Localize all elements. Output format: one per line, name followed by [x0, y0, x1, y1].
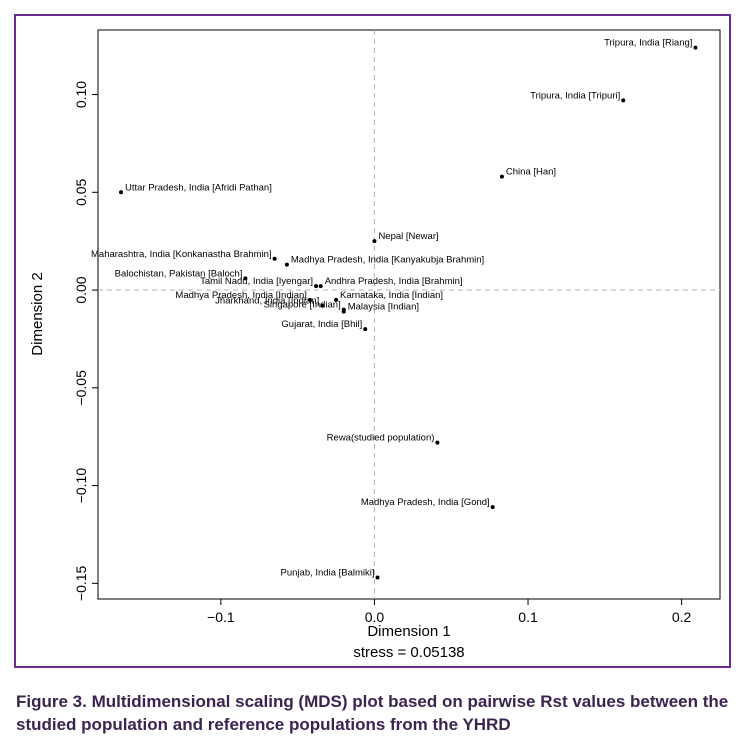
data-point [334, 297, 339, 302]
reference-lines [98, 30, 720, 599]
y-axis-title: Dimension 2 [29, 272, 46, 355]
y-tick-label: 0.10 [73, 81, 89, 108]
data-points: Tripura, India [Riang] Tripura, India [Tr… [91, 38, 698, 580]
y-tick-label: 0.05 [73, 178, 89, 205]
data-point [363, 327, 368, 332]
point-label: Tripura, India [Tripuri] [530, 90, 620, 101]
point-label: Balochistan, Pakistan [Baloch] [115, 268, 243, 279]
point-label: Tamil Nadu, India [Iyengar] [200, 276, 313, 287]
point-label: Rewa(studied population) [327, 433, 435, 444]
y-tick-label: −0.10 [73, 468, 89, 504]
point-label: Karnataka, India [Indian] [340, 290, 443, 301]
x-tick-label: 0.2 [672, 609, 692, 625]
plot-area-border [97, 29, 721, 600]
data-point [314, 284, 319, 289]
data-point [499, 174, 504, 179]
point-label: Malaysia [Indian] [348, 302, 419, 313]
data-point [490, 505, 495, 510]
point-label: Madhya Pradesh, India [Gond] [361, 497, 490, 508]
x-tick-label: 0.0 [365, 609, 385, 625]
data-point [372, 239, 377, 244]
point-label: Madhya Pradesh, India [Indian] [175, 290, 307, 301]
point-label: Singapore [Indian] [264, 300, 341, 311]
point-label: Madhya Pradesh, India [Kanyakubja Brahmi… [291, 255, 484, 266]
point-label: Tripura, India [Riang] [604, 38, 692, 49]
point-label: Gujarat, India [Bhil] [281, 319, 362, 330]
x-axis-title: Dimension 1 [367, 623, 450, 640]
point-label: China [Han] [506, 167, 556, 178]
point-label: Andhra Pradesh, India [Brahmin] [325, 276, 463, 287]
data-point [284, 262, 289, 267]
x-tick-label: 0.1 [518, 609, 538, 625]
data-point [272, 256, 277, 261]
x-tick-label: −0.1 [207, 609, 235, 625]
data-point [435, 440, 440, 445]
figure-caption: Figure 3. Multidimensional scaling (MDS)… [16, 692, 729, 734]
point-label: Maharashtra, India [Konkanastha Brahmin] [91, 249, 272, 260]
point-label: Jharkhand, India [Indian] [215, 296, 319, 307]
data-point [307, 297, 312, 302]
mds-scatter-plot: −0.1 0.0 0.1 0.2 −0.15 −0.10 −0.05 0.00 0.05 0.10… [29, 29, 721, 661]
data-point [320, 303, 325, 308]
data-point [318, 284, 323, 289]
data-point [341, 309, 346, 314]
stress-label: stress = 0.05138 [353, 644, 464, 661]
y-tick-label: 0.00 [73, 276, 89, 303]
y-tick-label: −0.05 [73, 370, 89, 406]
data-point [375, 575, 380, 580]
data-point [693, 45, 698, 50]
axis-ticks: −0.1 0.0 0.1 0.2 −0.15 −0.10 −0.05 0.00 0.05 0.10 [73, 81, 692, 625]
data-point [243, 276, 248, 281]
point-label: Uttar Pradesh, India [Afridi Pathan] [125, 182, 272, 193]
y-tick-label: −0.15 [73, 565, 89, 601]
data-point [119, 190, 124, 195]
point-label: Nepal [Newar] [378, 231, 438, 242]
figure-frame: −0.1 0.0 0.1 0.2 −0.15 −0.10 −0.05 0.00 0.05 0.10… [14, 14, 731, 668]
data-point [621, 98, 626, 103]
point-label: Punjab, India [Balmiki] [281, 567, 375, 578]
